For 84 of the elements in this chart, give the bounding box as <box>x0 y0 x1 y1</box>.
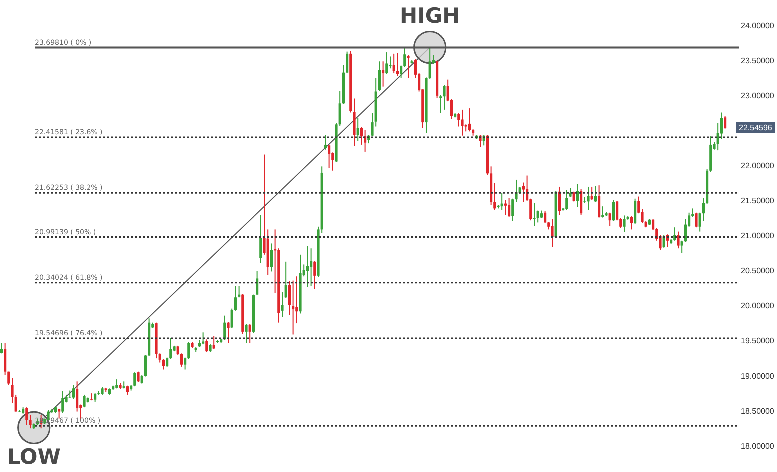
candlestick <box>310 248 313 287</box>
candlestick <box>382 61 385 88</box>
candlestick <box>206 339 208 353</box>
candlestick <box>356 118 360 142</box>
candlestick <box>508 198 511 218</box>
candlestick <box>695 212 698 228</box>
candlestick <box>76 381 79 412</box>
candlestick <box>284 261 288 299</box>
y-tick-label: 22.00000 <box>741 162 775 171</box>
candlestick <box>314 260 316 290</box>
candlestick <box>458 112 460 128</box>
y-tick-label: 19.00000 <box>741 372 775 381</box>
y-tick-label: 23.00000 <box>741 92 775 101</box>
candlestick <box>270 243 274 272</box>
candlestick <box>227 322 230 344</box>
candlestick <box>677 231 680 250</box>
candlestick <box>126 385 130 396</box>
candlestick <box>281 292 284 318</box>
y-tick-label: 21.00000 <box>741 232 775 241</box>
candlestick <box>572 191 576 202</box>
candlestick <box>83 394 86 408</box>
y-tick-label: 20.00000 <box>741 302 775 311</box>
candlestick <box>461 109 464 136</box>
candlestick <box>62 390 64 414</box>
candlestick <box>590 186 594 201</box>
candlestick <box>116 379 118 390</box>
candlestick <box>551 218 554 248</box>
candlestick <box>260 214 262 264</box>
candlestick <box>443 84 446 110</box>
candlestick <box>328 144 331 169</box>
candlestick <box>630 216 633 230</box>
candlestick <box>608 212 612 227</box>
candlestick <box>602 206 604 218</box>
candlestick <box>324 134 327 150</box>
candlestick <box>72 384 76 400</box>
candlestick <box>245 324 248 344</box>
y-tick-label: 19.50000 <box>741 336 775 346</box>
candlestick <box>212 336 216 350</box>
candlestick <box>378 61 381 92</box>
y-tick-label: 18.50000 <box>741 406 775 416</box>
candlestick <box>134 372 136 388</box>
candlestick <box>580 188 583 216</box>
y-tick-label: 23.50000 <box>741 56 775 66</box>
candlestick <box>576 184 579 208</box>
candlestick <box>11 378 14 404</box>
candlestick <box>137 371 140 383</box>
candlestick <box>634 198 637 225</box>
candlestick <box>587 186 590 211</box>
candlestick <box>288 281 291 316</box>
candlestick <box>544 210 547 224</box>
candlestick <box>558 186 561 216</box>
candlestick <box>504 200 507 216</box>
annotation: LOW <box>7 444 61 469</box>
candlestick <box>162 358 166 370</box>
candlestick <box>566 190 568 211</box>
candlestick <box>292 280 295 336</box>
candlestick <box>306 246 309 288</box>
y-tick-label: 20.50000 <box>741 266 775 276</box>
candlestick <box>202 332 205 346</box>
text: 22.54596 <box>736 122 776 134</box>
candlestick <box>522 182 525 203</box>
candlestick <box>684 218 687 243</box>
candlestick <box>26 407 28 426</box>
candlestick <box>248 324 252 344</box>
y-tick-label: 21.50000 <box>741 196 775 206</box>
candlestick <box>346 51 349 74</box>
candlestick <box>360 126 363 146</box>
candlestick <box>612 200 615 222</box>
candlestick <box>468 108 471 132</box>
y-tick-label: 24.00000 <box>741 22 775 31</box>
candlestick <box>386 52 388 75</box>
candlestick <box>0 342 4 354</box>
candlestick <box>238 286 241 298</box>
annotation: HIGH <box>400 4 460 28</box>
candlestick <box>623 215 626 233</box>
candlestick <box>256 270 259 296</box>
candlestick <box>407 54 410 79</box>
candlestick <box>724 116 727 130</box>
candlestick <box>598 185 601 218</box>
candlestick <box>594 186 597 203</box>
candlestick <box>392 53 396 74</box>
candlestick <box>536 210 540 224</box>
y-tick-label: 18.00000 <box>741 442 775 451</box>
candlestick <box>389 56 392 70</box>
